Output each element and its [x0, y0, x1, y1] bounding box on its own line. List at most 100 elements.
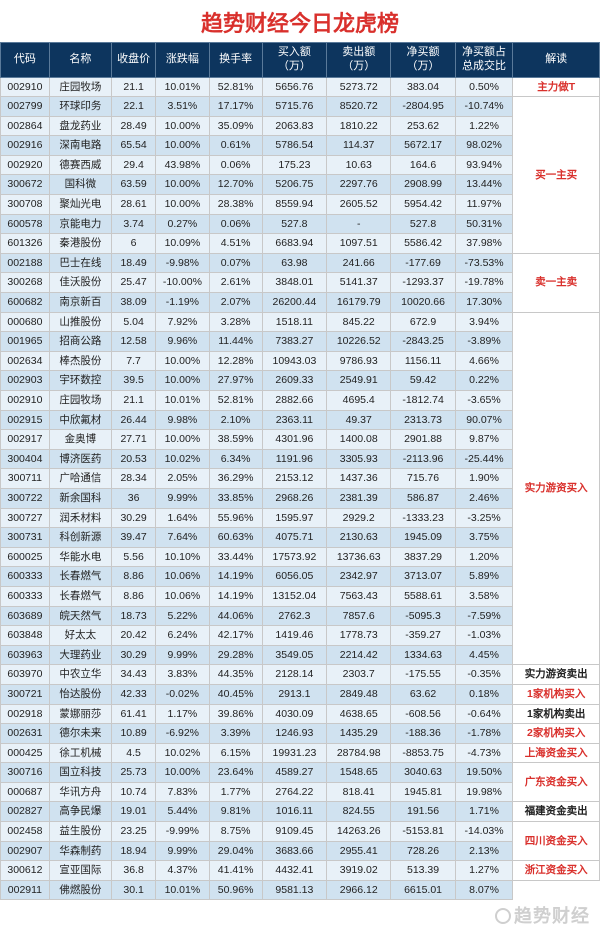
- cell: 5954.42: [391, 195, 455, 215]
- cell: 京能电力: [49, 214, 111, 234]
- table-row: 300672国科微63.5910.00%12.70%5206.752297.76…: [1, 175, 600, 195]
- cell: 13736.63: [327, 547, 391, 567]
- remark-cell: 实力游资买入: [513, 312, 600, 665]
- table-row: 002911佛燃股份30.110.01%50.96%9581.132966.12…: [1, 880, 600, 900]
- cell: 17.17%: [209, 97, 262, 117]
- cell: 2303.7: [327, 665, 391, 685]
- cell: 10.89: [111, 724, 155, 744]
- cell: 13.44%: [455, 175, 513, 195]
- cell: 10.00%: [156, 763, 209, 783]
- cell: 5588.61: [391, 586, 455, 606]
- cell: 1548.65: [327, 763, 391, 783]
- watermark: 趋势财经: [0, 900, 600, 932]
- cell: 3.28%: [209, 312, 262, 332]
- cell: -359.27: [391, 626, 455, 646]
- cell: 国科微: [49, 175, 111, 195]
- cell: 20.42: [111, 626, 155, 646]
- cell: 1518.11: [262, 312, 326, 332]
- watermark-text: 趋势财经: [514, 906, 590, 926]
- cell: 527.8: [262, 214, 326, 234]
- cell: 300727: [1, 508, 50, 528]
- cell: 55.96%: [209, 508, 262, 528]
- col-header: 买入额（万）: [262, 43, 326, 78]
- cell: 1437.36: [327, 469, 391, 489]
- cell: 1246.93: [262, 724, 326, 744]
- cell: 527.8: [391, 214, 455, 234]
- table-row: 000425徐工机械4.510.02%6.15%19931.2328784.98…: [1, 743, 600, 763]
- cell: -3.65%: [455, 391, 513, 411]
- cell: 3.74: [111, 214, 155, 234]
- cell: 30.1: [111, 880, 155, 900]
- cell: 52.81%: [209, 391, 262, 411]
- cell: 1016.11: [262, 802, 326, 822]
- cell: 5715.76: [262, 97, 326, 117]
- cell: 2297.76: [327, 175, 391, 195]
- cell: 000425: [1, 743, 50, 763]
- cell: 600578: [1, 214, 50, 234]
- cell: 002910: [1, 77, 50, 97]
- cell: 3305.93: [327, 449, 391, 469]
- cell: 0.06%: [209, 155, 262, 175]
- cell: -1293.37: [391, 273, 455, 293]
- table-row: 600333长春燃气8.8610.06%14.19%6056.052342.97…: [1, 567, 600, 587]
- cell: 2762.3: [262, 606, 326, 626]
- cell: 002188: [1, 253, 50, 273]
- cell: 002827: [1, 802, 50, 822]
- cell: 38.59%: [209, 430, 262, 450]
- cell: 26200.44: [262, 293, 326, 313]
- cell: 3848.01: [262, 273, 326, 293]
- cell: -9.99%: [156, 822, 209, 842]
- cell: 1.71%: [455, 802, 513, 822]
- cell: 8.86: [111, 586, 155, 606]
- cell: 10.63: [327, 155, 391, 175]
- cell: 益生股份: [49, 822, 111, 842]
- cell: -3.89%: [455, 332, 513, 352]
- table-body: 002910庄园牧场21.110.01%52.81%5656.765273.72…: [1, 77, 600, 900]
- stock-table: 代码名称收盘价涨跌幅换手率买入额（万）卖出额（万）净买额（万）净买额占总成交比解…: [0, 42, 600, 900]
- cell: 34.43: [111, 665, 155, 685]
- cell: 000687: [1, 782, 50, 802]
- cell: 10.09%: [156, 234, 209, 254]
- cell: 383.04: [391, 77, 455, 97]
- cell: 36: [111, 488, 155, 508]
- cell: 10.02%: [156, 449, 209, 469]
- cell: 818.41: [327, 782, 391, 802]
- cell: 845.22: [327, 312, 391, 332]
- cell: 600333: [1, 586, 50, 606]
- remark-cell: 主力做T: [513, 77, 600, 97]
- cell: 002918: [1, 704, 50, 724]
- cell: 2605.52: [327, 195, 391, 215]
- table-row: 000680山推股份5.047.92%3.28%1518.11845.22672…: [1, 312, 600, 332]
- cell: 600025: [1, 547, 50, 567]
- cell: 1945.09: [391, 528, 455, 548]
- cell: 39.47: [111, 528, 155, 548]
- cell: 5273.72: [327, 77, 391, 97]
- cell: 63.59: [111, 175, 155, 195]
- cell: 164.6: [391, 155, 455, 175]
- table-row: 600025华能水电5.5610.10%33.44%17573.9213736.…: [1, 547, 600, 567]
- cell: 5786.54: [262, 136, 326, 156]
- cell: 大理药业: [49, 645, 111, 665]
- cell: 佛燃股份: [49, 880, 111, 900]
- cell: 29.04%: [209, 841, 262, 861]
- table-row: 300721怡达股份42.33-0.02%40.45%2913.12849.48…: [1, 684, 600, 704]
- cell: 1.22%: [455, 116, 513, 136]
- cell: 19931.23: [262, 743, 326, 763]
- table-row: 300716国立科技25.7310.00%23.64%4589.271548.6…: [1, 763, 600, 783]
- cell: 300716: [1, 763, 50, 783]
- cell: 2063.83: [262, 116, 326, 136]
- cell: 金奥博: [49, 430, 111, 450]
- cell: 50.31%: [455, 214, 513, 234]
- cell: 4.37%: [156, 861, 209, 881]
- cell: -73.53%: [455, 253, 513, 273]
- cell: 4589.27: [262, 763, 326, 783]
- cell: 5656.76: [262, 77, 326, 97]
- table-row: 300711广哈通信28.342.05%36.29%2153.121437.36…: [1, 469, 600, 489]
- cell: 42.33: [111, 684, 155, 704]
- cell: 4.45%: [455, 645, 513, 665]
- cell: 科创新源: [49, 528, 111, 548]
- cell: 300722: [1, 488, 50, 508]
- table-row: 002827高争民爆19.015.44%9.81%1016.11824.5519…: [1, 802, 600, 822]
- cell: -2804.95: [391, 97, 455, 117]
- col-header: 解读: [513, 43, 600, 78]
